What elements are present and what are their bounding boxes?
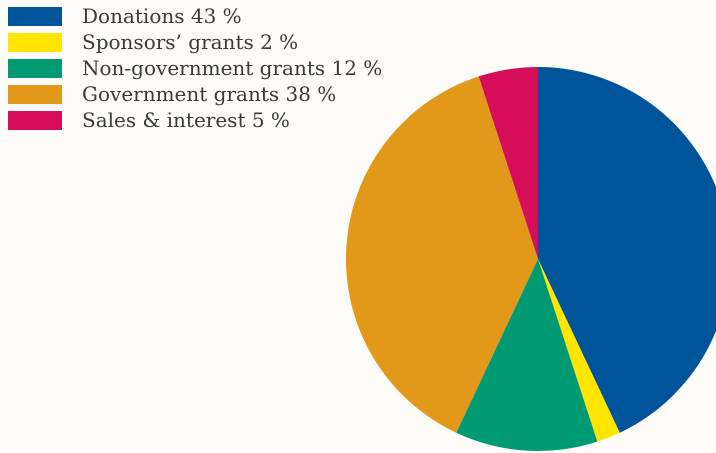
legend-label-sponsors-grants: Sponsors’ grants 2 % <box>82 30 298 54</box>
pie-slice-non-government-grants <box>456 259 598 451</box>
legend-label-donations: Donations 43 % <box>82 4 242 28</box>
pie-slice-sponsors-grants <box>538 259 620 442</box>
legend-label-sales-interest: Sales & interest 5 % <box>82 108 290 132</box>
pie-slice-donations <box>538 67 716 433</box>
legend-label-government-grants: Government grants 38 % <box>82 82 336 106</box>
pie-slice-sales-interest <box>478 67 538 259</box>
legend-swatch-sales-interest <box>8 111 62 130</box>
legend-swatch-non-government-grants <box>8 59 62 78</box>
legend-label-non-government-grants: Non-government grants 12 % <box>82 56 382 80</box>
pie-slices <box>345 67 716 451</box>
legend-swatch-sponsors-grants <box>8 33 62 52</box>
legend-swatch-government-grants <box>8 85 62 104</box>
pie-slice-government-grants <box>345 76 538 433</box>
legend: Donations 43 %Sponsors’ grants 2 %Non-go… <box>8 4 382 132</box>
legend-swatch-donations <box>8 7 62 26</box>
